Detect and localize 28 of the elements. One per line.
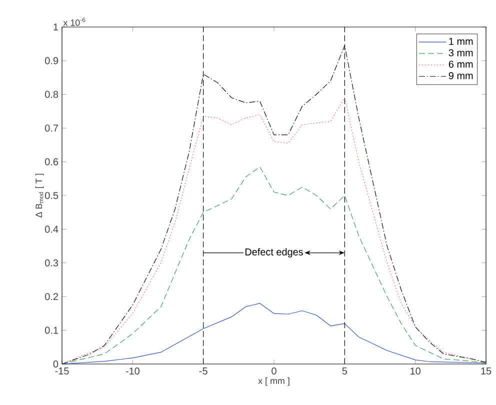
legend-label: 1 mm (449, 38, 473, 45)
legend-label: 6 mm (448, 60, 473, 68)
x-tick-label: 10 (410, 368, 420, 375)
y-tick-label: 0.6 (45, 158, 58, 166)
x-tick-label: 0 (272, 368, 276, 375)
x-tick-label: -10 (126, 368, 140, 375)
y-tick-label: 0.9 (45, 57, 58, 64)
line-series (62, 166, 486, 364)
text: x 10$^{-6}$ (63, 18, 86, 26)
y-tick-label: 0 (53, 360, 58, 368)
y-tick-label: 1 (54, 24, 58, 30)
y-axis-title: Δ B$_{mod}$ [ T ] (35, 174, 44, 218)
x-tick-label: -15 (55, 368, 69, 374)
legend-label: 3 mm (448, 49, 473, 56)
y-tick-label: 0.8 (45, 90, 58, 98)
y-tick-label: 0.1 (45, 326, 58, 334)
y-tick-label: 0.4 (45, 226, 58, 233)
x-tick-label: 5 (342, 368, 348, 374)
x-tick-label: -5 (199, 368, 208, 374)
line-series (62, 303, 486, 364)
y-tick-label: 0.2 (45, 293, 58, 300)
y-tick-label: 0.5 (45, 192, 58, 200)
x-tick-label: 15 (481, 368, 492, 374)
y-tick-label: 0.3 (45, 259, 58, 266)
legend-label: 9 mm (448, 72, 473, 80)
x-axis-title: x [ mm ] (258, 377, 290, 386)
y-tick-label: 0.7 (45, 124, 58, 132)
annotation: Defect edges (245, 248, 303, 258)
